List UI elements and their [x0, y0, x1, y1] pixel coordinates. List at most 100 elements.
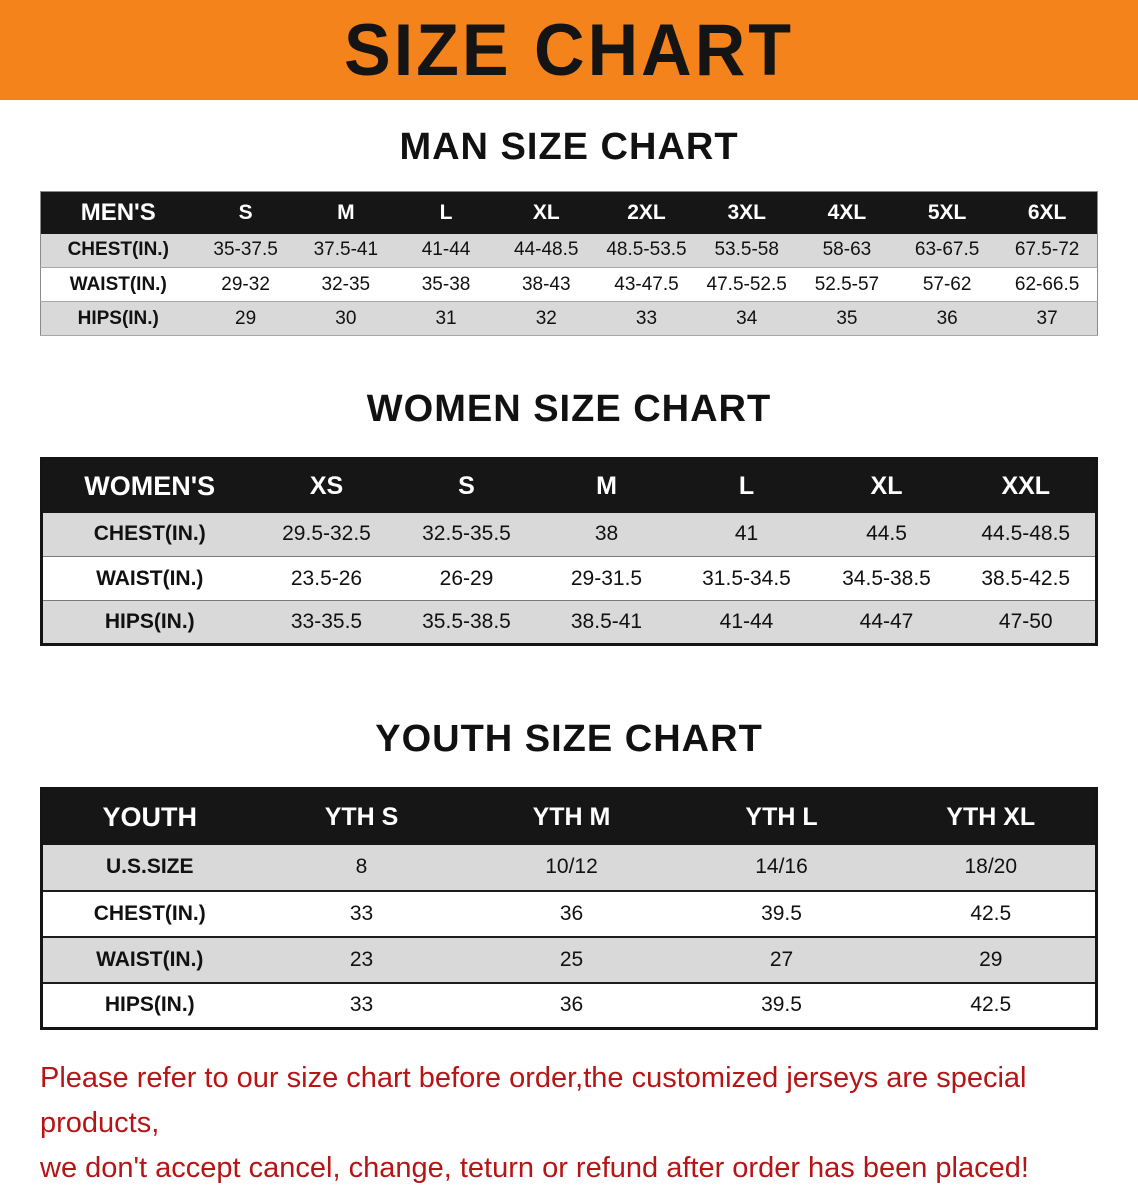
size-cell: 25	[466, 936, 677, 984]
size-cell: 29-31.5	[536, 556, 677, 601]
disclaimer-line-2: we don't accept cancel, change, teturn o…	[40, 1151, 1029, 1184]
women-table-title: WOMEN'S	[41, 458, 257, 513]
women-hips-row: HIPS(IN.) 33-35.5 35.5-38.5 38.5-41 41-4…	[41, 600, 1097, 645]
size-col-header: 2XL	[596, 191, 697, 234]
size-col-header: XL	[816, 458, 957, 513]
size-cell: 35	[796, 301, 898, 336]
youth-section: YOUTH SIZE CHART YOUTH YTH S YTH M YTH L…	[0, 718, 1138, 1030]
youth-waist-row: WAIST(IN.) 23 25 27 29	[41, 936, 1097, 984]
men-waist-row: WAIST(IN.) 29-32 32-35 35-38 38-43 43-47…	[40, 267, 1098, 302]
size-cell: 42.5	[886, 890, 1097, 938]
size-cell: 34	[696, 301, 797, 336]
size-col-header: 6XL	[997, 191, 1098, 234]
size-cell: 29	[195, 301, 296, 336]
size-cell: 36	[897, 301, 998, 336]
men-chest-row: CHEST(IN.) 35-37.5 37.5-41 41-44 44-48.5…	[40, 233, 1098, 268]
size-cell: 34.5-38.5	[816, 556, 957, 601]
size-cell: 29.5-32.5	[256, 512, 397, 557]
size-cell: 48.5-53.5	[596, 233, 697, 268]
size-cell: 32.5-35.5	[396, 512, 537, 557]
youth-chest-row: CHEST(IN.) 33 36 39.5 42.5	[41, 890, 1097, 938]
size-cell: 39.5	[676, 890, 887, 938]
size-cell: 41-44	[395, 233, 497, 268]
size-cell: 14/16	[676, 844, 887, 892]
size-cell: 37.5-41	[295, 233, 396, 268]
size-col-header: XXL	[956, 458, 1097, 513]
row-label: CHEST(IN.)	[41, 512, 257, 557]
size-col-header: YTH L	[676, 788, 887, 845]
women-header-row: WOMEN'S XS S M L XL XXL	[41, 458, 1097, 513]
women-heading: WOMEN SIZE CHART	[366, 388, 772, 430]
size-col-header: XL	[496, 191, 597, 234]
size-cell: 8	[256, 844, 467, 892]
page-title: SIZE CHART	[344, 9, 794, 91]
size-cell: 31	[395, 301, 497, 336]
banner: SIZE CHART	[0, 0, 1138, 100]
size-cell: 36	[466, 890, 677, 938]
row-label: HIPS(IN.)	[41, 982, 257, 1029]
size-cell: 32-35	[295, 267, 396, 302]
size-cell: 35-37.5	[195, 233, 296, 268]
size-cell: 29-32	[195, 267, 296, 302]
size-col-header: L	[395, 191, 497, 234]
size-cell: 53.5-58	[696, 233, 797, 268]
size-cell: 38	[536, 512, 677, 557]
size-cell: 30	[295, 301, 396, 336]
size-cell: 27	[676, 936, 887, 984]
size-col-header: YTH M	[466, 788, 677, 845]
men-heading: MAN SIZE CHART	[399, 126, 739, 168]
size-cell: 23	[256, 936, 467, 984]
size-cell: 62-66.5	[997, 267, 1098, 302]
size-cell: 47-50	[956, 600, 1097, 645]
size-cell: 42.5	[886, 982, 1097, 1029]
size-col-header: YTH XL	[886, 788, 1097, 845]
size-cell: 57-62	[897, 267, 998, 302]
size-col-header: L	[676, 458, 817, 513]
youth-header-row: YOUTH YTH S YTH M YTH L YTH XL	[41, 788, 1097, 845]
size-cell: 33	[256, 982, 467, 1029]
size-cell: 43-47.5	[596, 267, 697, 302]
women-size-table: WOMEN'S XS S M L XL XXL CHEST(IN.) 29.5-…	[40, 457, 1098, 646]
size-cell: 35.5-38.5	[396, 600, 537, 645]
size-cell: 44-48.5	[496, 233, 597, 268]
size-col-header: XS	[256, 458, 397, 513]
row-label: WAIST(IN.)	[40, 267, 196, 302]
youth-hips-row: HIPS(IN.) 33 36 39.5 42.5	[41, 982, 1097, 1029]
size-cell: 39.5	[676, 982, 887, 1029]
men-section: MAN SIZE CHART MEN'S S M L XL 2XL 3XL 4X…	[0, 126, 1138, 336]
women-section: WOMEN SIZE CHART WOMEN'S XS S M L XL XXL…	[0, 388, 1138, 646]
men-table-title: MEN'S	[40, 191, 196, 234]
size-cell: 33	[596, 301, 697, 336]
size-col-header: YTH S	[256, 788, 467, 845]
size-cell: 44.5	[816, 512, 957, 557]
size-cell: 29	[886, 936, 1097, 984]
women-waist-row: WAIST(IN.) 23.5-26 26-29 29-31.5 31.5-34…	[41, 556, 1097, 601]
size-col-header: 5XL	[897, 191, 998, 234]
size-col-header: M	[295, 191, 396, 234]
size-cell: 41-44	[676, 600, 817, 645]
size-cell: 63-67.5	[897, 233, 998, 268]
size-col-header: S	[396, 458, 537, 513]
size-cell: 32	[496, 301, 597, 336]
youth-heading: YOUTH SIZE CHART	[375, 718, 763, 760]
size-cell: 58-63	[796, 233, 898, 268]
row-label: CHEST(IN.)	[40, 233, 196, 268]
disclaimer: Please refer to our size chart before or…	[40, 1056, 1100, 1191]
size-cell: 26-29	[396, 556, 537, 601]
size-col-header: M	[536, 458, 677, 513]
size-cell: 38-43	[496, 267, 597, 302]
size-cell: 18/20	[886, 844, 1097, 892]
row-label: HIPS(IN.)	[41, 600, 257, 645]
women-chest-row: CHEST(IN.) 29.5-32.5 32.5-35.5 38 41 44.…	[41, 512, 1097, 557]
youth-table-title: YOUTH	[41, 788, 257, 845]
men-header-row: MEN'S S M L XL 2XL 3XL 4XL 5XL 6XL	[40, 191, 1098, 234]
size-cell: 31.5-34.5	[676, 556, 817, 601]
youth-size-table: YOUTH YTH S YTH M YTH L YTH XL U.S.SIZE …	[40, 787, 1098, 1030]
row-label: CHEST(IN.)	[41, 890, 257, 938]
row-label: WAIST(IN.)	[41, 936, 257, 984]
row-label: WAIST(IN.)	[41, 556, 257, 601]
size-cell: 23.5-26	[256, 556, 397, 601]
size-cell: 10/12	[466, 844, 677, 892]
youth-ussize-row: U.S.SIZE 8 10/12 14/16 18/20	[41, 844, 1097, 892]
